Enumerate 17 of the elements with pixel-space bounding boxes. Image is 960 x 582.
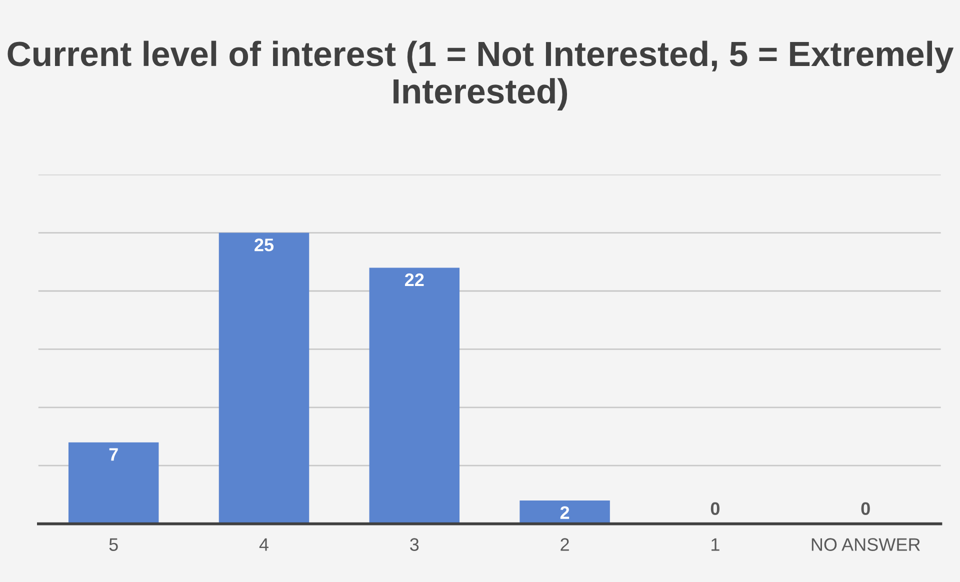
x-tick-label: 4 (259, 538, 268, 551)
data-label: 7 (109, 448, 118, 461)
x-tick-label: 2 (560, 538, 569, 551)
bar (520, 500, 610, 524)
data-label: 0 (861, 502, 870, 515)
bar (369, 268, 460, 524)
x-tick-label: 3 (410, 538, 419, 551)
data-label: 25 (254, 238, 274, 252)
bar (68, 442, 159, 524)
x-tick-label: NO ANSWER (812, 538, 920, 551)
x-tick-label: 5 (109, 538, 118, 551)
chart-title: Current level of interest (1 = Not Interested, 5 = Extremely Interested) (8, 40, 954, 111)
bar (218, 232, 310, 524)
x-tick-label: 1 (712, 538, 720, 551)
data-label: 0 (710, 502, 720, 515)
data-label: 22 (404, 273, 424, 286)
data-label: 2 (560, 506, 570, 519)
